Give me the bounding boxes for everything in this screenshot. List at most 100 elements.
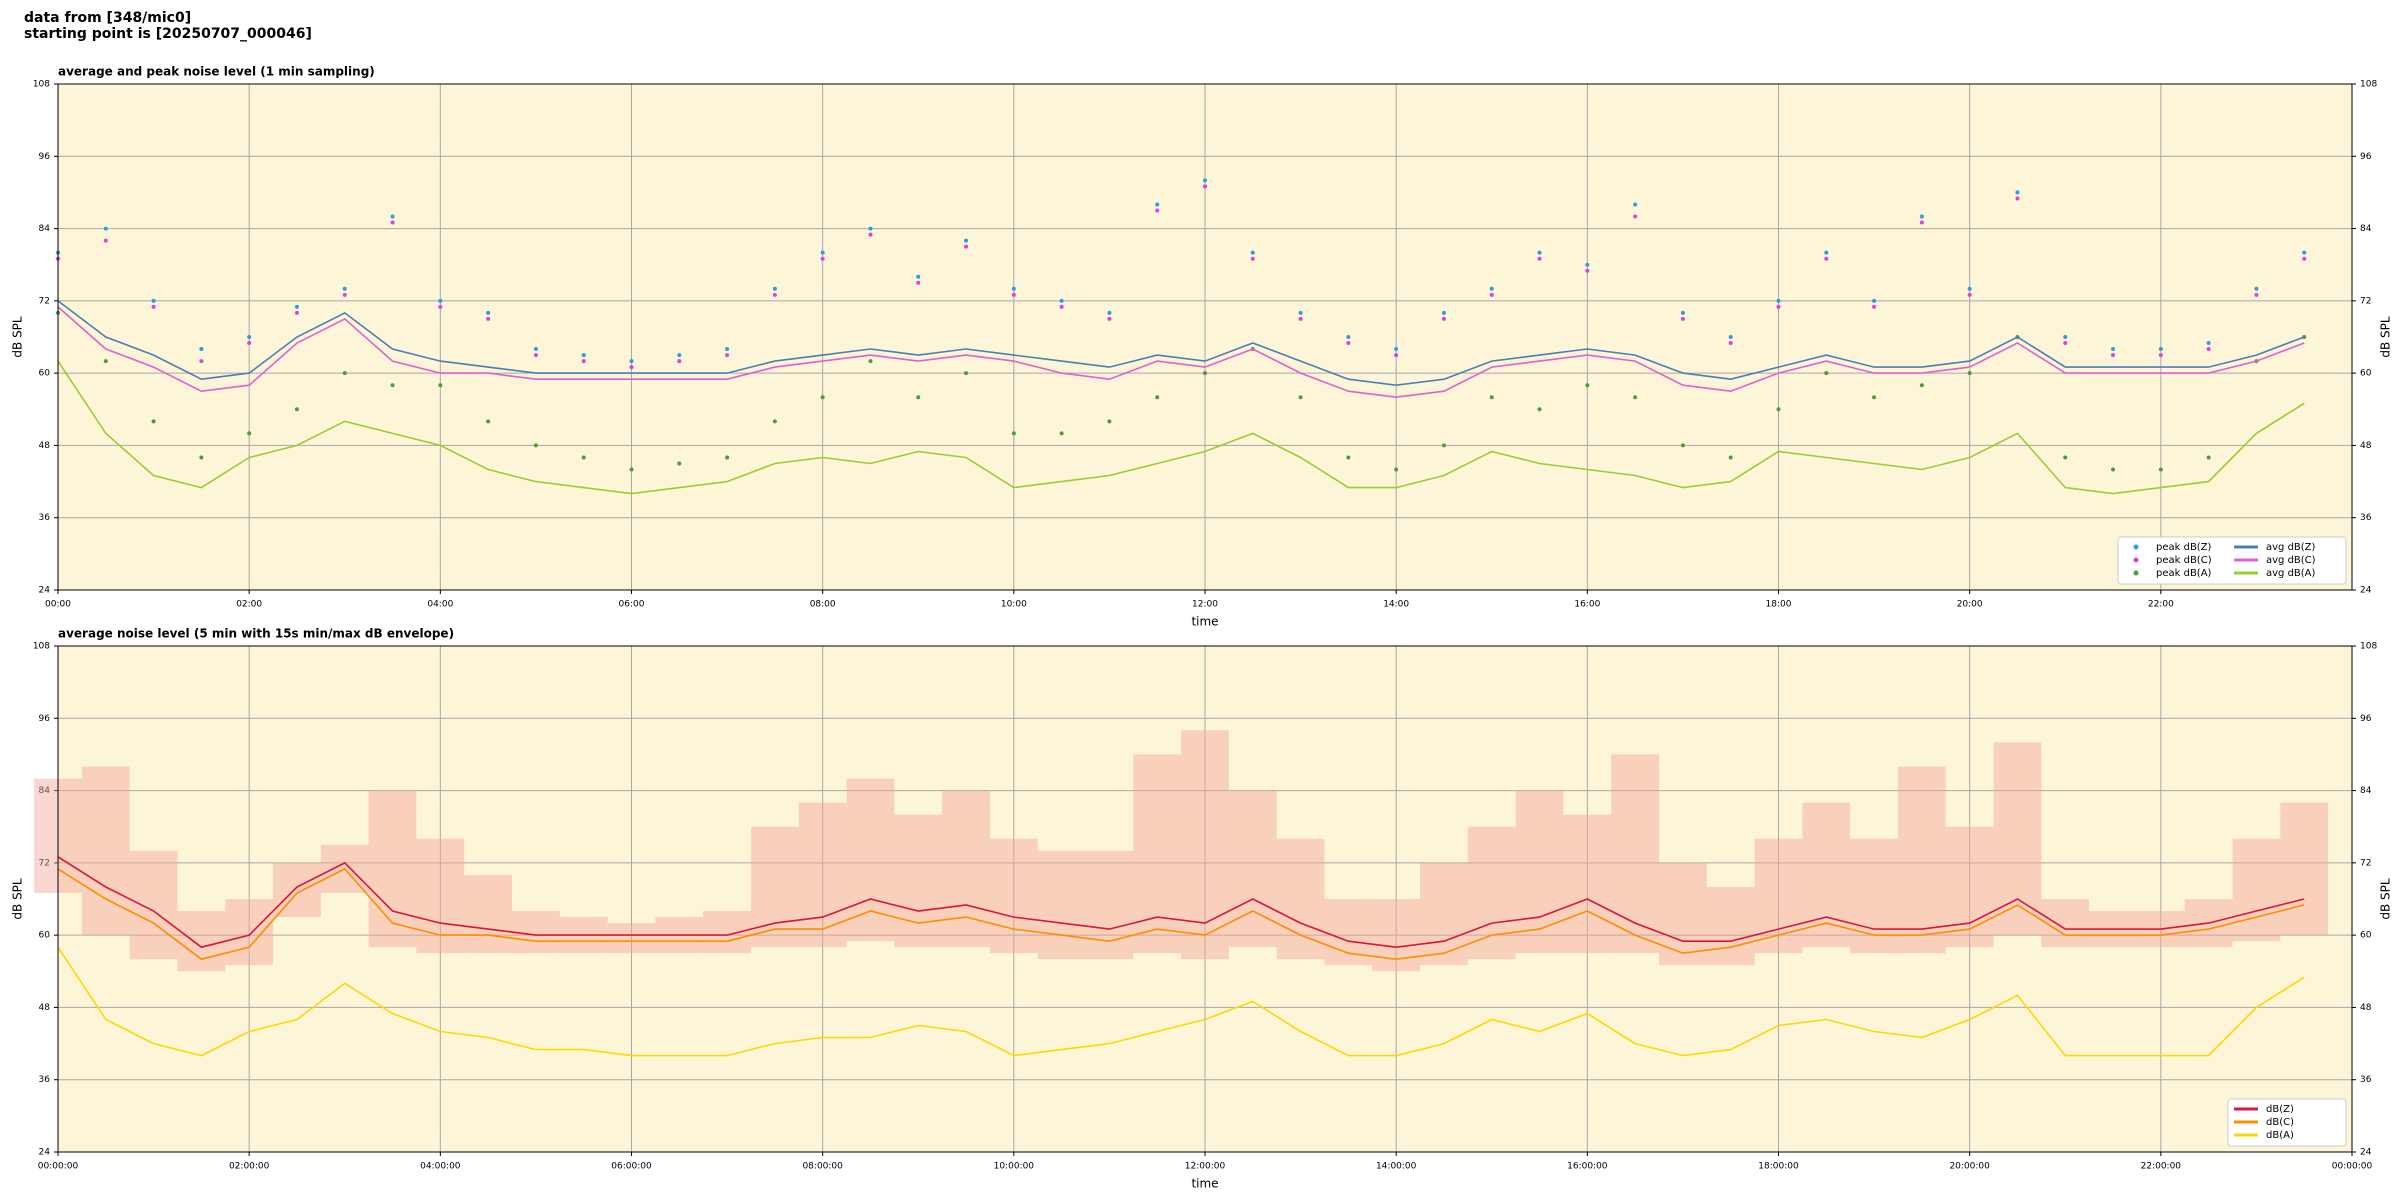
y-tick-label: 24	[39, 1148, 51, 1158]
peak-point	[1155, 208, 1160, 213]
x-tick-label: 20:00	[1957, 600, 1983, 610]
peak-point	[151, 298, 156, 303]
envelope	[416, 838, 465, 954]
envelope	[1611, 754, 1660, 954]
peak-point	[1585, 262, 1590, 267]
y2-tick-label: 36	[2360, 513, 2372, 523]
peak-point	[1919, 214, 1924, 219]
peak-point	[916, 274, 921, 279]
y2-tick-label: 48	[2360, 441, 2372, 451]
peak-point	[199, 359, 204, 364]
peak-point	[1298, 395, 1303, 400]
peak-point	[294, 407, 299, 412]
peak-point	[1728, 335, 1733, 339]
envelope	[2280, 802, 2329, 936]
peak-point	[677, 461, 682, 466]
x-tick-label: 22:00:00	[2141, 1162, 2182, 1172]
peak-point	[486, 310, 491, 315]
envelope	[1850, 838, 1898, 954]
y-tick-label: 24	[39, 586, 51, 596]
peak-point	[533, 443, 538, 448]
y2-tick-label: 36	[2360, 1075, 2372, 1085]
line	[57, 360, 2305, 495]
peak-point	[2111, 353, 2116, 358]
y2-tick-label: 84	[2360, 786, 2372, 796]
envelope	[1420, 862, 1468, 966]
peak-point	[486, 316, 491, 321]
line	[57, 856, 2305, 949]
x-tick-label: 20:00:00	[1949, 1162, 1990, 1172]
peak-point	[1967, 371, 1972, 376]
envelope	[798, 802, 847, 948]
x-tick-label: 12:00	[1192, 600, 1218, 610]
peak-point	[1919, 383, 1924, 388]
peak-point	[2302, 256, 2307, 261]
peak-point	[342, 292, 347, 297]
envelope	[1037, 850, 1086, 960]
y2-tick-label: 72	[2360, 296, 2371, 306]
x-tick-label: 10:00:00	[994, 1162, 1035, 1172]
y-tick-label: 72	[39, 296, 50, 306]
peak-point	[1776, 304, 1781, 309]
peak-point	[2063, 335, 2068, 339]
peak-point	[677, 353, 682, 358]
peak-point	[103, 226, 108, 231]
peak-point	[390, 214, 395, 219]
peak-point	[916, 395, 921, 400]
envelope	[1515, 790, 1564, 954]
peak-point	[772, 286, 777, 291]
peak-point	[1872, 298, 1877, 303]
peak-point	[1155, 202, 1160, 207]
y-axis-label: dB SPL	[11, 878, 25, 920]
peak-point	[1967, 292, 1972, 297]
peak-point	[2206, 455, 2211, 460]
peak-point	[581, 455, 586, 460]
peak-point	[581, 359, 586, 364]
plot-frame	[57, 83, 2353, 591]
peak-point	[1203, 184, 1207, 189]
line	[57, 306, 2305, 399]
header-line: starting point is [20250707_000046]	[24, 26, 312, 42]
y2-tick-label: 24	[2360, 586, 2372, 596]
peak-point	[151, 304, 156, 309]
x-tick-label: 08:00	[810, 600, 836, 610]
peak-point	[868, 359, 873, 364]
envelope	[846, 778, 895, 942]
peak-point	[533, 347, 538, 352]
x-tick-label: 12:00:00	[1185, 1162, 1226, 1172]
x-tick-label: 18:00:00	[1758, 1162, 1799, 1172]
peak-point	[1633, 395, 1638, 400]
peak-point	[2063, 341, 2068, 346]
peak-point	[1680, 310, 1685, 315]
peak-point	[1585, 383, 1590, 388]
legend-label: dB(C)	[2266, 1117, 2294, 1128]
envelope	[2232, 838, 2281, 942]
envelope	[1467, 826, 1516, 960]
y2-tick-label: 72	[2360, 858, 2371, 868]
y-tick-label: 48	[39, 1003, 51, 1013]
y2-tick-label: 48	[2360, 1003, 2372, 1013]
y2-tick-label: 96	[2360, 714, 2372, 724]
x-tick-label: 06:00	[619, 600, 645, 610]
peak-point	[2063, 455, 2068, 460]
peak-point	[2254, 292, 2259, 297]
peak-point	[1537, 250, 1542, 255]
legend-label: avg dB(A)	[2266, 568, 2316, 579]
peak-point	[820, 256, 825, 261]
peak-point	[772, 419, 777, 424]
peak-point	[1346, 455, 1351, 460]
peak-point	[1489, 292, 1494, 297]
peak-point	[1680, 443, 1685, 448]
envelope	[1372, 899, 1421, 972]
peak-point	[1155, 395, 1160, 400]
legend-box	[2117, 536, 2347, 585]
y-tick-label: 108	[33, 80, 50, 90]
peak-point	[964, 371, 969, 376]
peak-point	[1107, 316, 1112, 321]
peak-point	[629, 467, 634, 472]
x-axis-label: time	[1191, 1177, 1218, 1191]
x-tick-label: 22:00	[2148, 600, 2174, 610]
peak-point	[1872, 395, 1877, 400]
x-tick-label: 08:00:00	[802, 1162, 843, 1172]
envelope	[225, 899, 274, 966]
